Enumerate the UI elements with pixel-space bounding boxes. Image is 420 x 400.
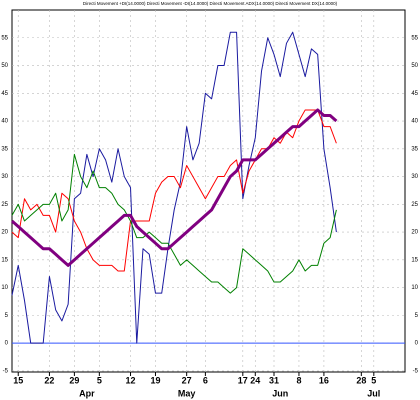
x-tick-label: 12 — [126, 375, 136, 385]
y-tick-label: 35 — [1, 146, 8, 152]
x-tick-label: 5 — [97, 375, 102, 385]
y-tick-label: 5 — [5, 313, 9, 319]
y-tick-label-right: 15 — [411, 257, 418, 263]
x-tick-label: 29 — [69, 375, 79, 385]
y-tick-label-right: 45 — [411, 91, 418, 97]
x-tick-label: 16 — [319, 375, 329, 385]
x-tick-label: 6 — [203, 375, 208, 385]
x-tick-label: 28 — [356, 375, 366, 385]
y-tick-label: 40 — [1, 119, 8, 125]
x-tick-label: 24 — [250, 375, 260, 385]
y-tick-label-right: 20 — [411, 230, 418, 236]
series-line — [11, 31, 337, 344]
y-tick-label: 45 — [1, 91, 8, 97]
x-tick-label: 27 — [182, 375, 192, 385]
y-tick-label-right: -5 — [413, 368, 419, 374]
month-label: Jul — [367, 388, 380, 398]
y-tick-label: 15 — [1, 257, 8, 263]
x-tick-label: 19 — [150, 375, 160, 385]
series-line — [11, 153, 337, 294]
y-tick-label: 30 — [1, 174, 8, 180]
x-tick-label: 22 — [44, 375, 54, 385]
y-tick-label-right: 0 — [415, 341, 419, 347]
y-tick-label: 10 — [1, 285, 8, 291]
x-tick-label: 31 — [269, 375, 279, 385]
y-tick-label-right: 50 — [411, 63, 418, 69]
y-tick-label: 55 — [1, 35, 8, 41]
y-tick-label-right: 5 — [415, 313, 419, 319]
x-tick-label: 8 — [296, 375, 301, 385]
series-line — [11, 108, 338, 267]
x-tick-label: 5 — [371, 375, 376, 385]
x-tick-label: 15 — [13, 375, 23, 385]
plot-frame — [11, 9, 406, 373]
y-tick-label: 20 — [1, 230, 8, 236]
y-tick-label-right: 40 — [411, 119, 418, 125]
y-tick-label-right: 25 — [411, 202, 418, 208]
y-tick-label: 50 — [1, 63, 8, 69]
y-tick-label: -5 — [3, 368, 9, 374]
y-tick-label: 0 — [5, 341, 9, 347]
month-label: May — [178, 388, 196, 398]
y-tick-label: 25 — [1, 202, 8, 208]
x-tick-label: 17 — [238, 375, 248, 385]
y-tick-label-right: 55 — [411, 35, 418, 41]
y-tick-label-right: 35 — [411, 146, 418, 152]
y-tick-label-right: 10 — [411, 285, 418, 291]
series-line — [11, 109, 337, 272]
y-tick-label-right: 30 — [411, 174, 418, 180]
month-label: Jun — [272, 388, 288, 398]
month-label: Apr — [79, 388, 95, 398]
chart-title: Directi Movement +DI(14.0000) Directi Mo… — [83, 1, 338, 6]
